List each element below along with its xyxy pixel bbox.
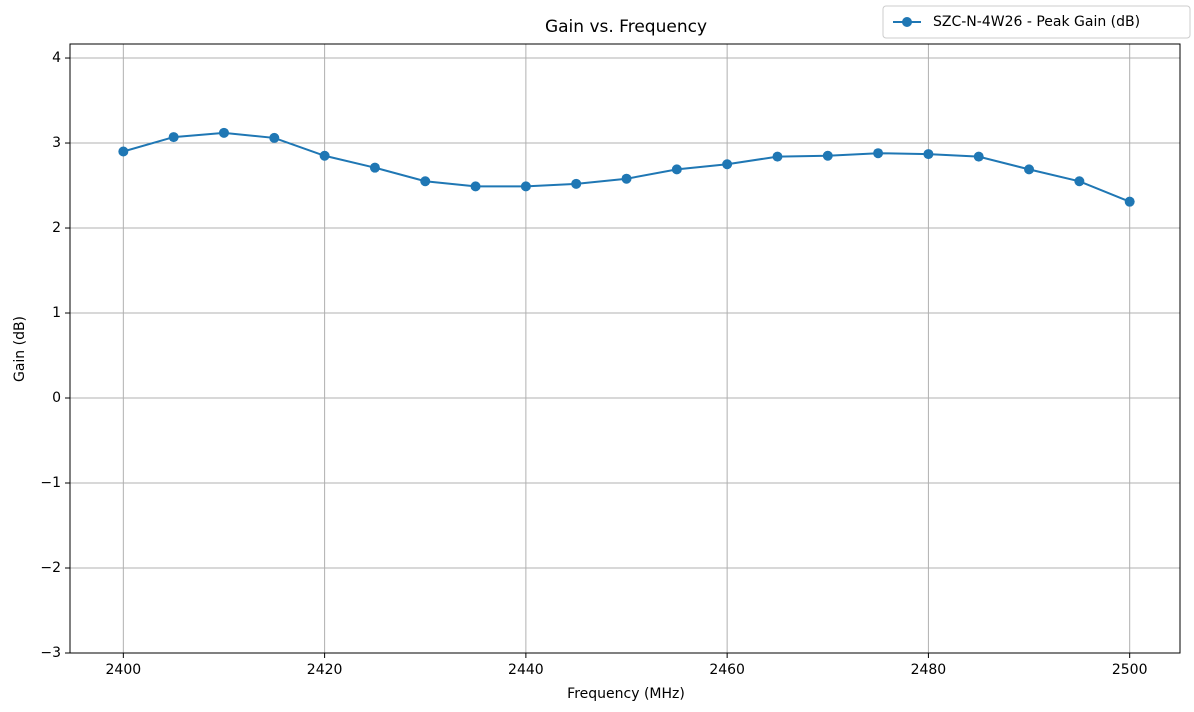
data-point <box>822 150 833 161</box>
y-tick-label: −1 <box>40 475 61 491</box>
legend-marker <box>902 17 912 27</box>
data-point <box>420 176 431 187</box>
data-point <box>1024 164 1035 175</box>
data-point <box>772 151 783 162</box>
x-tick-label: 2440 <box>508 662 544 678</box>
y-axis-label: Gain (dB) <box>12 316 28 382</box>
legend-label: SZC-N-4W26 - Peak Gain (dB) <box>933 14 1140 30</box>
data-point <box>671 164 682 175</box>
x-axis-label: Frequency (MHz) <box>567 686 685 702</box>
data-point <box>1124 196 1135 207</box>
y-tick-label: −3 <box>40 645 61 661</box>
legend-box <box>882 5 1191 39</box>
x-tick-label: 2460 <box>709 662 745 678</box>
x-tick-label: 2500 <box>1112 662 1148 678</box>
data-point <box>923 149 934 160</box>
y-tick-label: −2 <box>40 560 61 576</box>
data-point <box>621 173 632 184</box>
y-tick-label: 2 <box>52 220 61 236</box>
data-point <box>118 146 129 157</box>
data-point <box>319 150 330 161</box>
data-point <box>218 127 229 138</box>
y-tick-label: 3 <box>52 135 61 151</box>
data-point <box>369 162 380 173</box>
data-point <box>269 132 280 143</box>
y-tick-label: 4 <box>52 50 61 66</box>
x-tick-label: 2400 <box>106 662 142 678</box>
plot-frame <box>69 43 1181 654</box>
data-point <box>520 181 531 192</box>
data-point <box>470 181 481 192</box>
data-point <box>722 159 733 170</box>
data-point <box>1074 176 1085 187</box>
y-tick-label: 1 <box>52 305 61 321</box>
x-tick-label: 2480 <box>911 662 947 678</box>
y-tick-label: 0 <box>52 390 61 406</box>
x-tick-label: 2420 <box>307 662 343 678</box>
data-point <box>571 178 582 189</box>
data-point <box>873 148 884 159</box>
chart-title: Gain vs. Frequency <box>545 17 707 37</box>
data-point <box>168 132 179 143</box>
data-point <box>973 151 984 162</box>
